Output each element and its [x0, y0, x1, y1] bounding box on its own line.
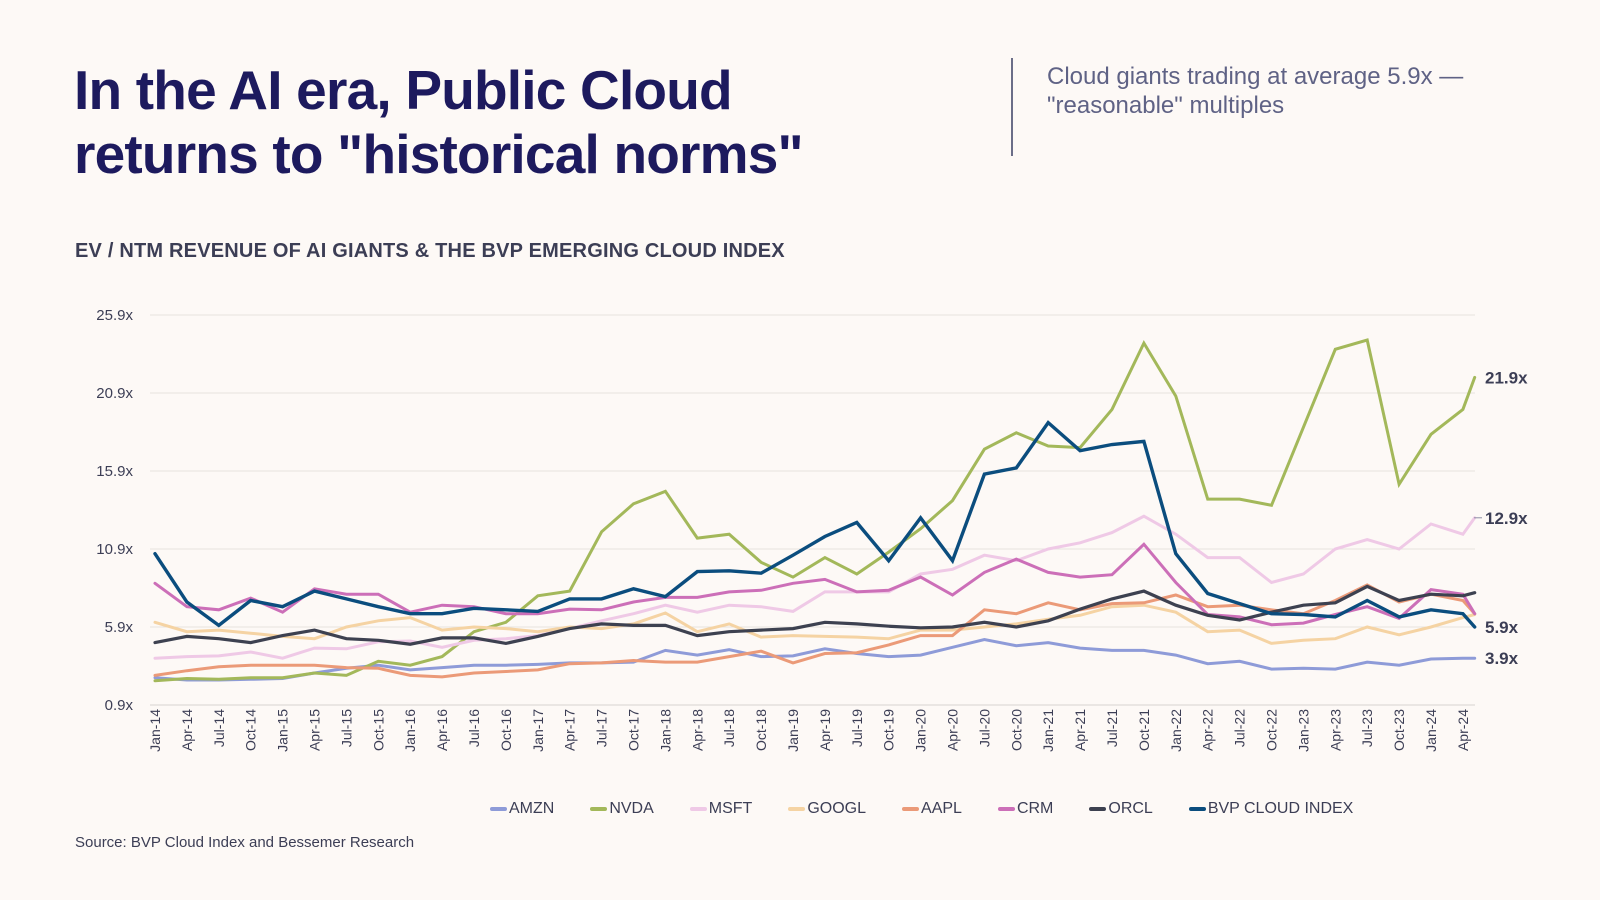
legend-item: ORCL: [1089, 800, 1153, 818]
legend-swatch: [590, 807, 608, 811]
legend-label: MSFT: [708, 800, 753, 817]
legend-item: AAPL: [902, 800, 962, 818]
end-value-label: 21.9x: [1485, 368, 1528, 387]
legend-item: MSFT: [689, 800, 753, 818]
y-tick-label: 25.9x: [96, 307, 133, 324]
legend-swatch: [689, 807, 707, 811]
legend-swatch: [902, 807, 920, 811]
x-tick-label: Oct-22: [1264, 709, 1280, 751]
x-tick-label: Oct-16: [498, 709, 514, 751]
x-tick-label: Oct-21: [1136, 709, 1152, 751]
subtitle-line-2: "reasonable" multiples: [1047, 92, 1285, 119]
x-tick-label: Jul-18: [721, 709, 737, 747]
x-tick-label: Jan-22: [1168, 709, 1184, 752]
legend-item: GOOGL: [788, 800, 866, 818]
x-tick-label: Apr-23: [1327, 709, 1343, 751]
x-tick-label: Jan-18: [657, 709, 673, 752]
x-tick-label: Jan-23: [1295, 709, 1311, 752]
x-tick-label: Jan-24: [1423, 709, 1439, 752]
legend-label: AMZN: [509, 800, 555, 817]
legend-label: NVDA: [609, 800, 654, 817]
header-divider: [1011, 58, 1013, 156]
x-tick-label: Jan-14: [147, 709, 163, 752]
end-value-label: 12.9x: [1485, 509, 1528, 528]
x-tick-label: Oct-14: [243, 709, 259, 751]
subtitle-line-1: Cloud giants trading at average 5.9x —: [1047, 63, 1464, 90]
x-tick-label: Jul-16: [466, 709, 482, 747]
x-tick-label: Apr-22: [1200, 709, 1216, 751]
chart-legend: AMZN NVDA MSFT GOOGL AAPL CRM ORCL BVP CLOUD IN…: [490, 800, 1353, 818]
series-line-crm: [153, 542, 1477, 627]
end-value-label: 3.9x: [1485, 649, 1519, 668]
x-tick-label: Apr-24: [1455, 709, 1471, 751]
x-tick-label: Apr-19: [817, 709, 833, 751]
legend-label: GOOGL: [807, 800, 867, 817]
x-tick-label: Apr-16: [434, 709, 450, 751]
x-tick-label: Apr-17: [562, 709, 578, 751]
legend-label: BVP CLOUD INDEX: [1207, 800, 1354, 817]
title-line-1: In the AI era, Public Cloud: [74, 59, 733, 121]
x-tick-label: Oct-18: [753, 709, 769, 751]
x-tick-label: Jan-19: [785, 709, 801, 752]
subtitle: Cloud giants trading at average 5.9x — "…: [1047, 62, 1567, 120]
x-tick-label: Apr-18: [689, 709, 705, 751]
x-tick-label: Jul-17: [594, 709, 610, 747]
legend-item: BVP CLOUD INDEX: [1188, 800, 1354, 818]
legend-item: NVDA: [590, 800, 654, 818]
y-tick-label: 15.9x: [96, 463, 133, 480]
legend-label: AAPL: [921, 800, 962, 817]
series-line-amzn: [153, 637, 1477, 682]
source-note: Source: BVP Cloud Index and Bessemer Res…: [75, 834, 415, 851]
legend-swatch: [490, 807, 507, 811]
x-tick-label: Apr-20: [945, 709, 961, 751]
legend-swatch: [788, 807, 806, 811]
legend-label: CRM: [1016, 800, 1054, 817]
page-title: In the AI era, Public Cloud returns to "…: [74, 58, 974, 186]
x-tick-label: Jul-14: [211, 709, 227, 747]
x-tick-label: Oct-17: [626, 709, 642, 751]
legend-swatch: [1089, 807, 1107, 811]
series-line-aapl: [153, 583, 1477, 679]
x-tick-label: Jan-16: [402, 709, 418, 752]
x-tick-label: Jan-15: [275, 709, 291, 752]
x-tick-label: Apr-15: [307, 709, 323, 751]
y-tick-label: 5.9x: [105, 619, 134, 636]
series-line-bvp-cloud-index: [153, 420, 1477, 629]
y-tick-label: 0.9x: [105, 697, 134, 714]
y-tick-label: 20.9x: [96, 385, 133, 402]
x-tick-label: Jan-21: [1040, 709, 1056, 752]
legend-swatch: [1188, 807, 1206, 811]
x-tick-label: Jan-17: [530, 709, 546, 752]
legend-item: AMZN: [490, 800, 554, 818]
x-tick-label: Jul-19: [849, 709, 865, 747]
x-tick-label: Oct-19: [881, 709, 897, 751]
legend-label: ORCL: [1108, 800, 1153, 817]
y-tick-label: 10.9x: [96, 541, 133, 558]
x-tick-label: Jul-15: [338, 709, 354, 747]
x-tick-label: Jul-22: [1232, 709, 1248, 747]
x-tick-label: Jul-20: [976, 709, 992, 747]
x-tick-label: Oct-15: [370, 709, 386, 751]
x-tick-label: Jul-23: [1359, 709, 1375, 747]
x-tick-label: Jan-20: [913, 709, 929, 752]
end-value-label: 5.9x: [1485, 618, 1519, 637]
legend-swatch: [997, 807, 1015, 811]
series-line-googl: [153, 603, 1477, 645]
x-tick-label: Oct-20: [1008, 709, 1024, 751]
x-tick-label: Apr-14: [179, 709, 195, 751]
x-tick-label: Oct-23: [1391, 709, 1407, 751]
chart-title: EV / NTM REVENUE OF AI GIANTS & THE BVP …: [75, 240, 785, 262]
x-tick-label: Jul-21: [1104, 709, 1120, 747]
series-line-nvda: [153, 338, 1477, 683]
title-line-2: returns to "historical norms": [74, 123, 804, 185]
legend-item: CRM: [997, 800, 1054, 818]
x-tick-label: Apr-21: [1072, 709, 1088, 751]
